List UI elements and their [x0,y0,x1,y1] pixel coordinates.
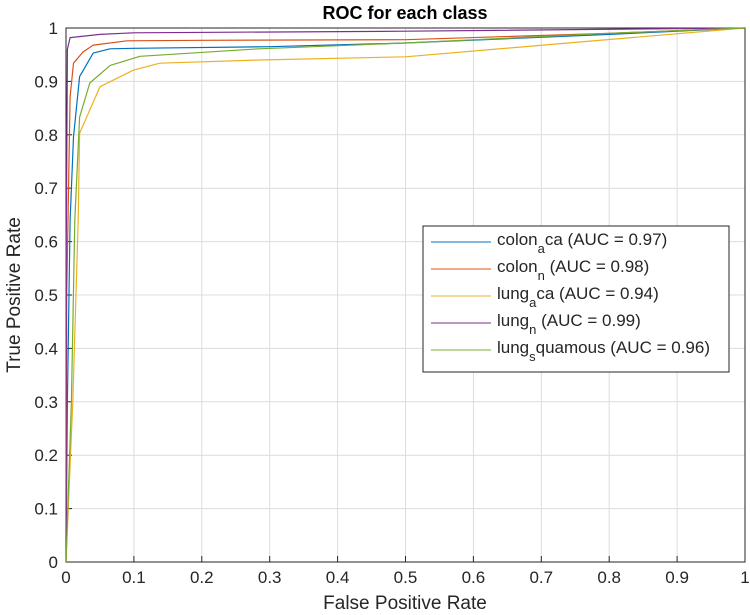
y-tick-label: 0.2 [34,446,58,465]
y-tick-label: 1 [49,19,58,38]
legend-label-base: colon [497,230,538,249]
y-tick-label: 0.3 [34,393,58,412]
x-axis-label: False Positive Rate [323,593,487,614]
legend-entry: colonaca (AUC = 0.97) [497,230,667,256]
x-tick-label: 0.5 [394,568,418,587]
legend-label-sub: s [529,349,536,364]
axis-ticks: 0 0.1 0.2 0.3 0.4 0.5 0.6 0.7 0.8 0.9 1 0 0.1 0.2 0.3 0… [34,19,749,587]
series-lines [65,27,746,563]
y-tick-label: 0 [49,553,58,572]
legend: colonaca (AUC = 0.97)colonn (AUC = 0.98)… [422,225,730,373]
y-tick-label: 0.7 [34,179,58,198]
legend-box [422,225,730,373]
legend-entry: colonn (AUC = 0.98) [497,257,649,283]
chart-title: ROC for each class [322,3,487,23]
y-tick-label: 0.1 [34,500,58,519]
y-tick-label: 0.5 [34,286,58,305]
y-tick-label: 0.6 [34,233,58,252]
y-axis-label: True Positive Rate [4,217,25,373]
x-tick-label: 1 [740,568,749,587]
roc-line-2 [65,27,746,563]
x-tick-label: 0.8 [597,568,621,587]
legend-label-rest: ca (AUC = 0.97) [545,230,667,249]
legend-label-base: colon [497,257,538,276]
roc-line-3 [65,27,746,563]
x-tick-label: 0.1 [122,568,146,587]
x-tick-label: 0.4 [326,568,350,587]
legend-entry: lungsquamous (AUC = 0.96) [497,338,710,364]
x-tick-label: 0 [61,568,70,587]
x-tick-label: 0.6 [462,568,486,587]
roc-line-1 [65,27,746,563]
x-tick-label: 0.7 [529,568,553,587]
x-tick-label: 0.3 [258,568,282,587]
y-tick-label: 0.4 [34,339,58,358]
legend-entry: lungn (AUC = 0.99) [497,311,641,337]
y-tick-label: 0.9 [34,72,58,91]
legend-label-sub: n [538,268,545,283]
roc-line-4 [65,27,746,563]
legend-label-rest: (AUC = 0.99) [536,311,640,330]
legend-label-sub: n [529,322,536,337]
y-tick-label: 0.8 [34,126,58,145]
x-tick-label: 0.2 [190,568,214,587]
legend-label-sub: a [529,295,537,310]
legend-label-base: lung [497,338,529,357]
legend-label-rest: (AUC = 0.98) [545,257,649,276]
legend-label-sub: a [538,241,546,256]
x-tick-label: 0.9 [665,568,689,587]
legend-entry: lungaca (AUC = 0.94) [497,284,659,310]
legend-label-rest: quamous (AUC = 0.96) [536,338,710,357]
legend-label-base: lung [497,311,529,330]
legend-label-rest: ca (AUC = 0.94) [536,284,658,303]
legend-label-base: lung [497,284,529,303]
